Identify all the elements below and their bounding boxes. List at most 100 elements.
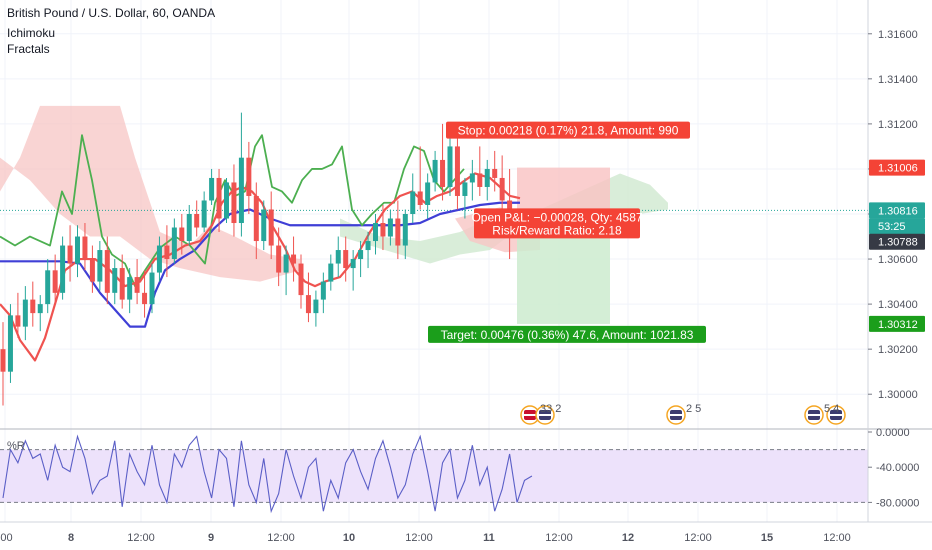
candle-body[interactable] [30,299,36,314]
flag-stripe [830,414,842,416]
candle-body[interactable] [15,315,21,327]
candle-body[interactable] [119,268,125,300]
candle-body[interactable] [75,236,80,264]
candle-body[interactable] [343,250,349,269]
candle-body[interactable] [238,157,244,224]
indicator-fractals[interactable]: Fractals [7,42,50,56]
candle-body[interactable] [179,227,185,242]
candle-body[interactable] [365,241,371,251]
candle-body[interactable] [313,299,319,314]
candle-body[interactable] [417,191,423,205]
wr-tick-label: 0.0000 [876,427,910,439]
candle-body[interactable] [387,218,393,237]
price-tick-label: 1.31200 [878,119,918,131]
ichimoku-cloud-bearish [0,105,300,282]
price-tag [869,315,925,332]
candle-body[interactable] [335,250,341,264]
candle-body[interactable] [60,245,66,293]
candle-body[interactable] [67,245,73,264]
price-tick-label: 1.30400 [878,299,918,311]
candle-body[interactable] [112,268,118,293]
candle-body[interactable] [477,173,483,187]
candle-body[interactable] [305,295,311,314]
candle-body[interactable] [142,292,148,305]
target-label-box[interactable] [428,325,706,343]
candle-body[interactable] [432,159,438,183]
price-tag [869,202,925,219]
candle-body[interactable] [201,200,207,228]
event-count-label: 2 5 [686,403,701,415]
wr-tick-label: -40.0000 [876,462,919,474]
time-tick-label: 11 [483,532,495,544]
candle-body[interactable] [134,277,140,293]
candle-body[interactable] [89,259,95,282]
candle-body[interactable] [82,236,88,260]
candle-body[interactable] [246,157,252,196]
candle-body[interactable] [454,146,460,196]
candle-body[interactable] [276,245,282,273]
time-tick-label: 9 [208,532,214,544]
wr-tick-label: -80.0000 [876,497,919,509]
candle-body[interactable] [395,218,401,246]
price-tag-label: 1.30312 [878,319,918,331]
candle-body[interactable] [209,177,215,201]
candle-body[interactable] [22,299,28,327]
candle-body[interactable] [7,315,13,372]
candle-body[interactable] [37,304,43,314]
stop-label-box[interactable] [446,121,690,139]
candle-body[interactable] [171,227,177,260]
price-tag [869,159,925,176]
candle-body[interactable] [291,254,297,264]
pnl-label-box[interactable] [474,208,640,239]
candle-body[interactable] [283,254,289,273]
candle-body[interactable] [45,270,51,305]
candle-body[interactable] [462,182,468,196]
price-tick-label: 1.30200 [878,344,918,356]
candle-body[interactable] [350,259,356,269]
candle-body[interactable] [52,270,58,293]
candle-body[interactable] [328,263,334,282]
candle-body[interactable] [492,168,498,178]
candle-body[interactable] [373,223,378,242]
candle-body[interactable] [410,191,416,214]
rr-label: Risk/Reward Ratio: 2.18 [492,223,622,237]
candle-body[interactable] [149,272,155,305]
candle-body[interactable] [380,223,386,237]
candle-body[interactable] [298,263,304,296]
candle-body[interactable] [164,245,170,260]
candle-body[interactable] [253,195,259,242]
candle-body[interactable] [186,214,192,242]
candle-body[interactable] [469,173,475,183]
candle-body[interactable] [358,250,364,260]
candle-body[interactable] [97,250,103,282]
candle-body[interactable] [216,177,222,219]
candle-body[interactable] [499,177,505,201]
candle-body[interactable] [156,245,162,273]
candle-body[interactable] [507,200,513,217]
candle-body[interactable] [261,209,267,242]
candle-body[interactable] [268,209,274,246]
candle-body[interactable] [440,159,446,187]
time-tick-label: :00 [0,532,13,544]
event-count-label: 5 4 [824,403,839,415]
price-tag [869,218,925,235]
candle-body[interactable] [0,349,6,372]
price-tag-label: 1.31006 [878,163,918,175]
candle-body[interactable] [194,214,200,228]
candle-body[interactable] [231,182,237,224]
candle-body[interactable] [104,250,110,293]
candle-body[interactable] [484,168,490,187]
candle-body[interactable] [447,146,453,187]
wr-line [2,434,533,514]
candle-body[interactable] [127,277,133,300]
candle-body[interactable] [425,182,431,205]
time-tick-label: 12:00 [267,532,295,544]
indicator-ichimoku[interactable]: Ichimoku [7,26,56,40]
candle-body[interactable] [402,214,408,246]
stop-label: Stop: 0.00218 (0.17%) 21.8, Amount: 990 [458,124,679,138]
candle-body[interactable] [224,182,229,219]
candle-body[interactable] [320,281,326,300]
price-tick-label: 1.30000 [878,389,918,401]
